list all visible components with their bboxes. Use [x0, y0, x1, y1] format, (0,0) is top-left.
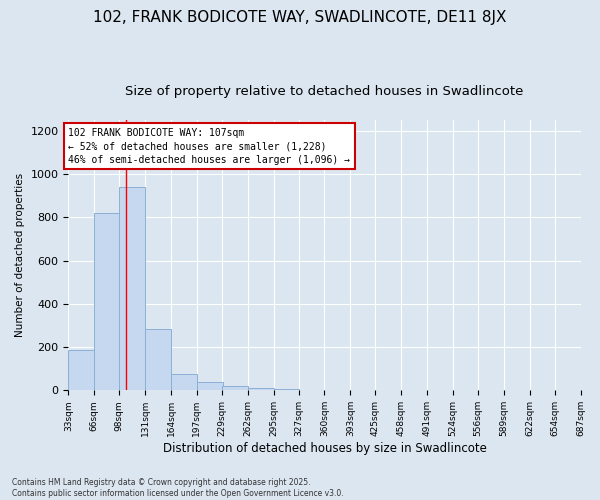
Text: Contains HM Land Registry data © Crown copyright and database right 2025.
Contai: Contains HM Land Registry data © Crown c…	[12, 478, 344, 498]
Text: 102, FRANK BODICOTE WAY, SWADLINCOTE, DE11 8JX: 102, FRANK BODICOTE WAY, SWADLINCOTE, DE…	[93, 10, 507, 25]
Bar	[222, 386, 248, 390]
Text: 102 FRANK BODICOTE WAY: 107sqm
← 52% of detached houses are smaller (1,228)
46% : 102 FRANK BODICOTE WAY: 107sqm ← 52% of …	[68, 128, 350, 164]
Bar	[197, 382, 223, 390]
Y-axis label: Number of detached properties: Number of detached properties	[15, 173, 25, 337]
Bar	[68, 350, 94, 391]
Title: Size of property relative to detached houses in Swadlincote: Size of property relative to detached ho…	[125, 85, 524, 98]
Bar	[119, 187, 145, 390]
Bar	[94, 213, 120, 390]
X-axis label: Distribution of detached houses by size in Swadlincote: Distribution of detached houses by size …	[163, 442, 487, 455]
Bar	[171, 374, 197, 390]
Bar	[248, 388, 274, 390]
Bar	[145, 328, 171, 390]
